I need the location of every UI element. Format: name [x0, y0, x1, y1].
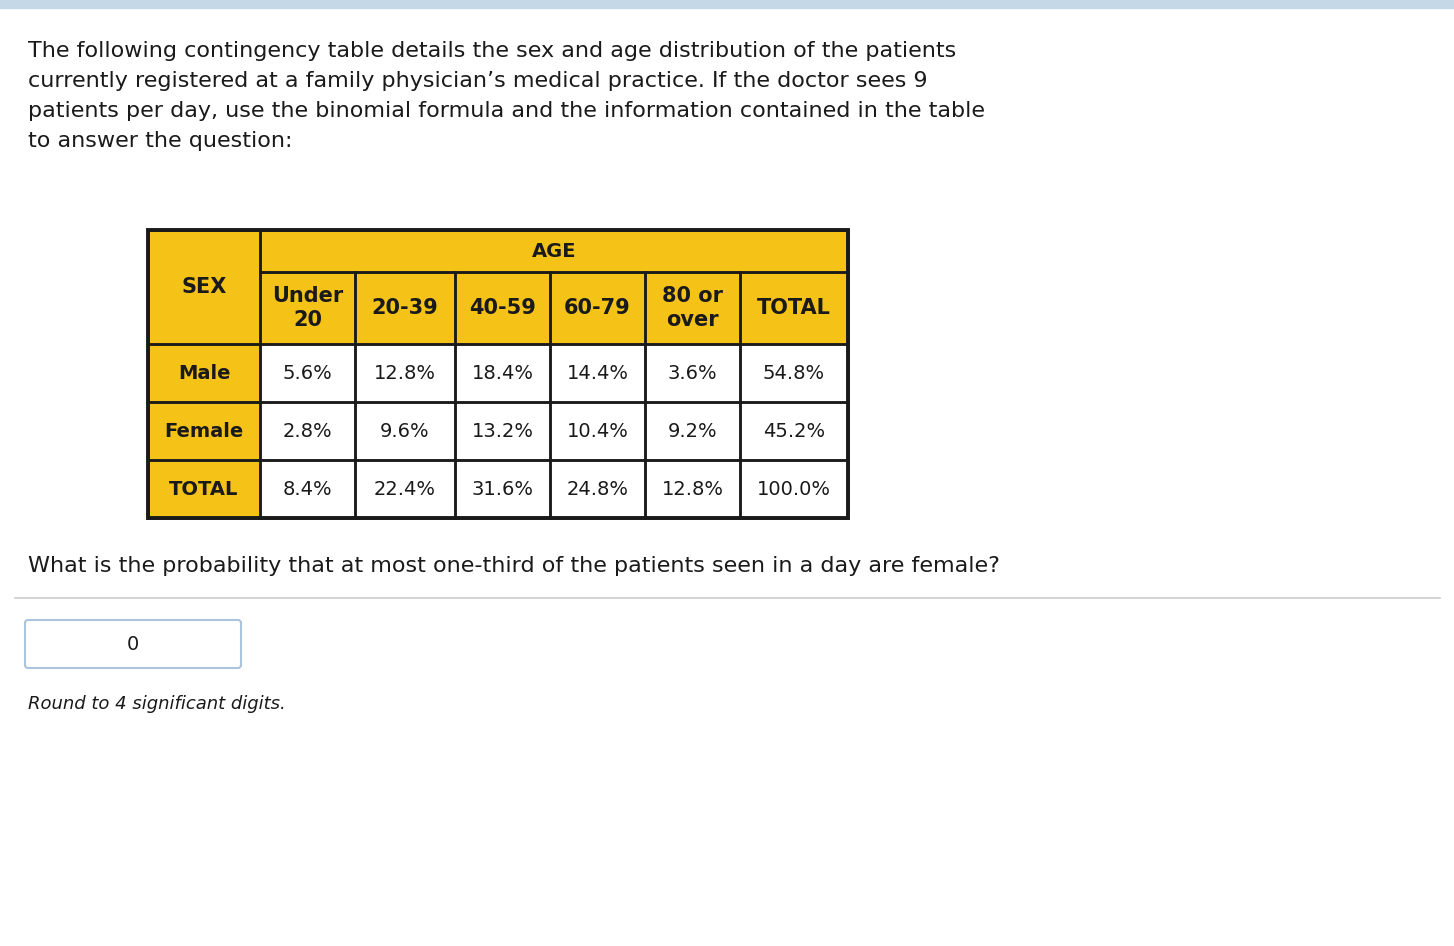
Bar: [455, 344, 550, 402]
Bar: [148, 344, 260, 402]
Text: What is the probability that at most one-third of the patients seen in a day are: What is the probability that at most one…: [28, 556, 1000, 576]
Text: 0: 0: [126, 635, 140, 654]
Bar: [646, 344, 740, 402]
Text: 60-79: 60-79: [564, 298, 631, 318]
Text: AGE: AGE: [532, 241, 576, 260]
Bar: [260, 460, 355, 518]
Text: TOTAL: TOTAL: [169, 480, 238, 499]
Text: SEX: SEX: [182, 277, 227, 297]
Text: 12.8%: 12.8%: [662, 480, 724, 499]
Bar: [355, 272, 455, 344]
Text: 13.2%: 13.2%: [471, 422, 534, 441]
Text: Male: Male: [177, 363, 230, 382]
Text: 12.8%: 12.8%: [374, 363, 436, 382]
Bar: [355, 272, 455, 344]
Bar: [740, 460, 848, 518]
Text: Female: Female: [164, 422, 244, 441]
Bar: [455, 272, 550, 344]
Text: 54.8%: 54.8%: [763, 363, 824, 382]
Bar: [455, 460, 550, 518]
Bar: [550, 460, 646, 518]
Bar: [355, 402, 455, 460]
Bar: [455, 402, 550, 460]
Text: 22.4%: 22.4%: [374, 480, 436, 499]
Bar: [740, 272, 848, 344]
Bar: [550, 402, 646, 460]
Bar: [148, 344, 260, 402]
Text: The following contingency table details the sex and age distribution of the pati: The following contingency table details …: [28, 41, 957, 61]
Text: 100.0%: 100.0%: [758, 480, 832, 499]
Bar: [455, 272, 550, 344]
Bar: [646, 402, 740, 460]
Bar: [260, 272, 355, 344]
Text: 18.4%: 18.4%: [471, 363, 534, 382]
Text: 8.4%: 8.4%: [282, 480, 333, 499]
Text: 45.2%: 45.2%: [763, 422, 824, 441]
Text: Round to 4 significant digits.: Round to 4 significant digits.: [28, 695, 286, 713]
Bar: [355, 344, 455, 402]
Bar: [550, 272, 646, 344]
Bar: [260, 402, 355, 460]
Text: 24.8%: 24.8%: [567, 480, 628, 499]
Text: 9.6%: 9.6%: [379, 422, 430, 441]
Text: Under
20: Under 20: [272, 287, 343, 329]
Bar: [455, 402, 550, 460]
Bar: [148, 230, 260, 344]
Text: 40-59: 40-59: [470, 298, 537, 318]
FancyBboxPatch shape: [25, 620, 241, 668]
Bar: [740, 344, 848, 402]
Bar: [740, 460, 848, 518]
Bar: [740, 402, 848, 460]
Bar: [646, 460, 740, 518]
Bar: [646, 402, 740, 460]
Text: 80 or
over: 80 or over: [662, 287, 723, 329]
Bar: [148, 230, 260, 344]
Bar: [355, 344, 455, 402]
Bar: [550, 344, 646, 402]
Text: 2.8%: 2.8%: [282, 422, 333, 441]
Text: TOTAL: TOTAL: [758, 298, 830, 318]
Bar: [550, 272, 646, 344]
Bar: [148, 402, 260, 460]
Bar: [646, 272, 740, 344]
Bar: [148, 230, 848, 518]
Text: to answer the question:: to answer the question:: [28, 131, 292, 151]
Bar: [260, 460, 355, 518]
Bar: [260, 272, 355, 344]
Bar: [148, 402, 260, 460]
Bar: [260, 230, 848, 272]
Bar: [550, 344, 646, 402]
Bar: [455, 344, 550, 402]
Bar: [148, 460, 260, 518]
Text: 9.2%: 9.2%: [667, 422, 717, 441]
Bar: [355, 460, 455, 518]
Bar: [550, 460, 646, 518]
Bar: [646, 460, 740, 518]
Bar: [740, 402, 848, 460]
Text: 31.6%: 31.6%: [471, 480, 534, 499]
Bar: [0, 0, 1454, 8]
Text: 3.6%: 3.6%: [667, 363, 717, 382]
Text: patients per day, use the binomial formula and the information contained in the : patients per day, use the binomial formu…: [28, 101, 984, 121]
Text: 20-39: 20-39: [372, 298, 438, 318]
Bar: [260, 344, 355, 402]
Bar: [455, 460, 550, 518]
Bar: [355, 460, 455, 518]
Bar: [646, 344, 740, 402]
Bar: [148, 460, 260, 518]
Bar: [260, 402, 355, 460]
Text: 5.6%: 5.6%: [282, 363, 333, 382]
Bar: [740, 344, 848, 402]
Bar: [550, 402, 646, 460]
Text: currently registered at a family physician’s medical practice. If the doctor see: currently registered at a family physici…: [28, 71, 928, 91]
Bar: [355, 402, 455, 460]
Bar: [260, 230, 848, 272]
Bar: [646, 272, 740, 344]
Text: 10.4%: 10.4%: [567, 422, 628, 441]
Bar: [740, 272, 848, 344]
Bar: [260, 344, 355, 402]
Text: 14.4%: 14.4%: [567, 363, 628, 382]
